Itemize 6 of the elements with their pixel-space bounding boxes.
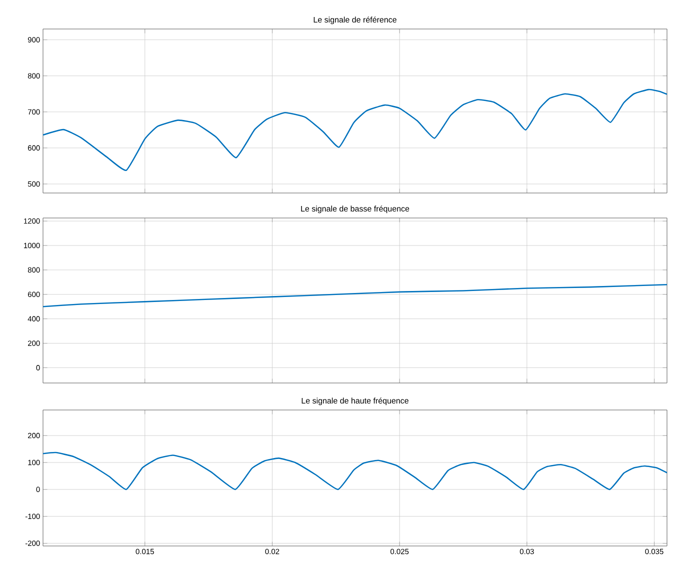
chart-title: Le signale de haute fréquence [302, 398, 408, 406]
chart-title: Le signale de référence [314, 16, 396, 24]
chart-title: Le signale de basse fréquence [301, 206, 410, 214]
line-series [43, 284, 667, 308]
line-series [43, 452, 667, 490]
line-series [43, 88, 667, 171]
